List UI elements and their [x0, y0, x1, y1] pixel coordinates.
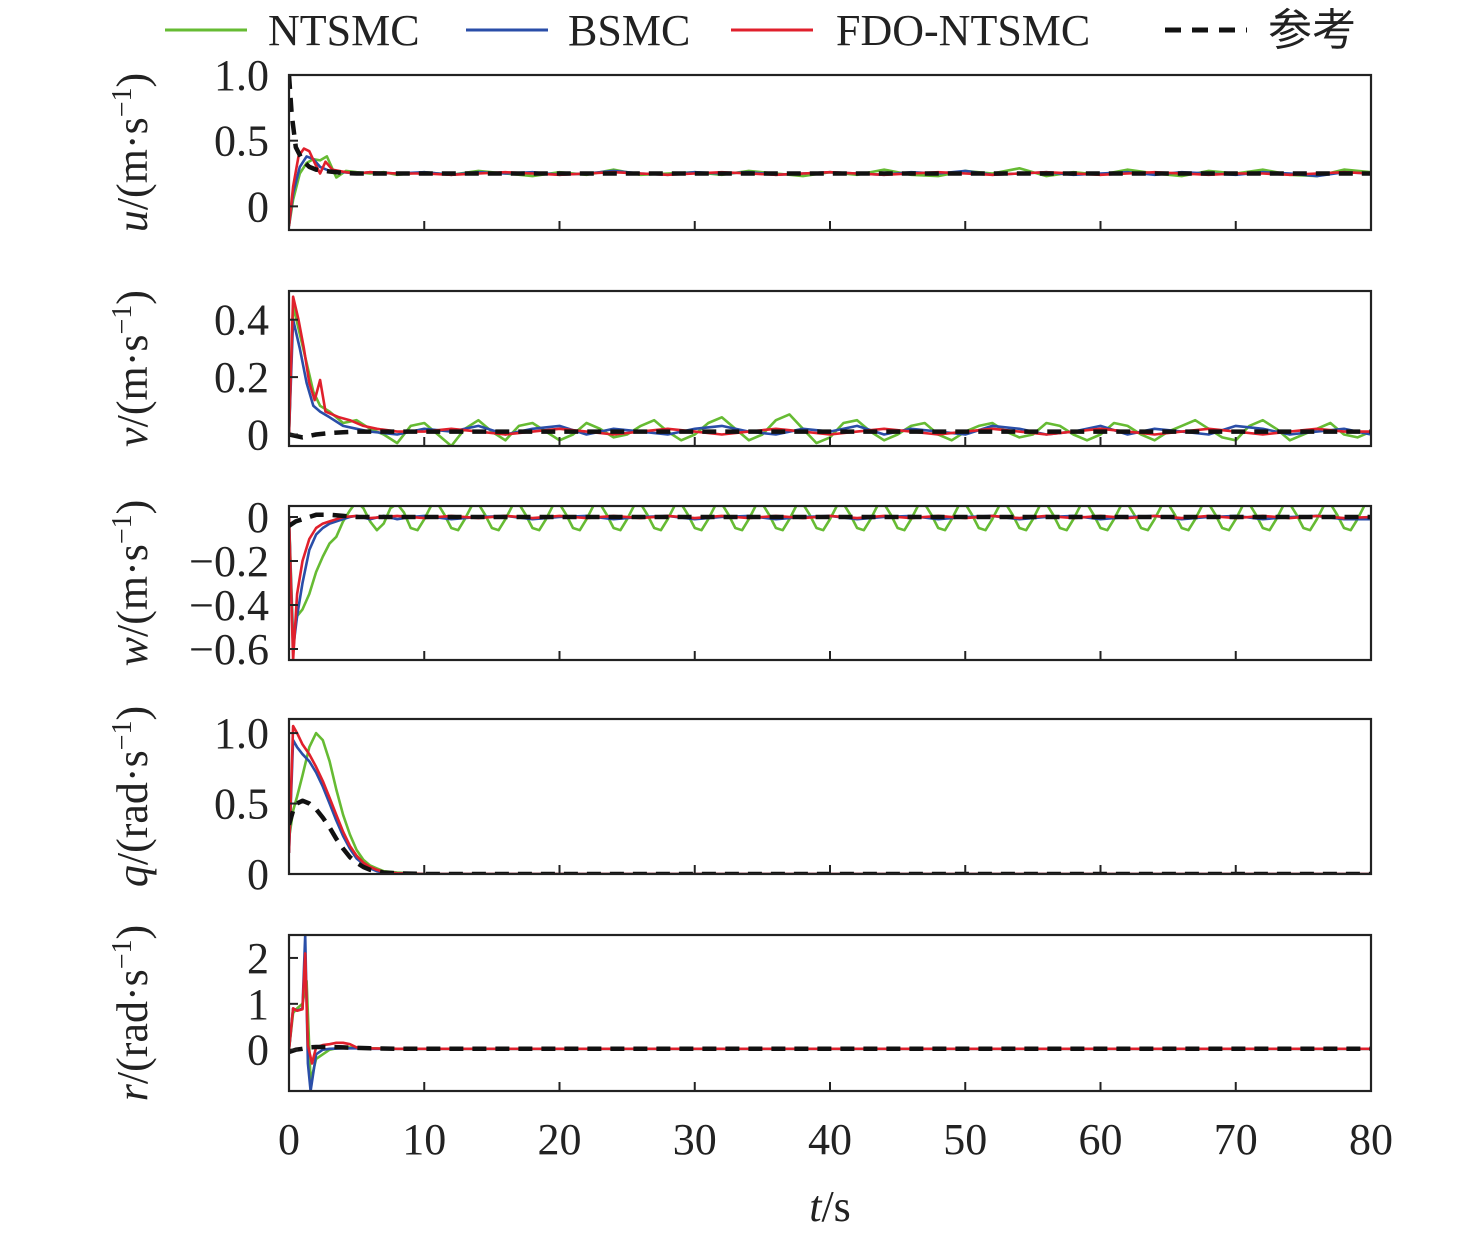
x-tick-label: 60 [1079, 1115, 1123, 1164]
subplot-w: 0−0.2−0.4−0.6 w/(m·s−1) [107, 493, 1373, 674]
y-tick-label-w: −0.4 [189, 581, 269, 630]
y-axis-sup-q: −1 [107, 721, 138, 751]
y-tick-label-v: 0.4 [214, 296, 269, 345]
series-line-v-fdo-ntsmc [289, 295, 1371, 436]
y-tick-label-w: −0.2 [189, 537, 269, 586]
series-line-w-ntsmc [289, 506, 1369, 640]
y-axis-label-u: u/(m·s−1) [107, 73, 157, 232]
x-tick-label: 80 [1349, 1115, 1393, 1164]
y-axis-close-w: ) [108, 500, 157, 515]
y-tick-label-v: 0.2 [214, 353, 269, 402]
x-axis-var: t [809, 1182, 823, 1231]
y-axis-close-v: ) [108, 290, 157, 305]
y-axis-unit-u: /(m·s [108, 117, 157, 210]
x-tick-label: 30 [673, 1115, 717, 1164]
y-axis-close-u: ) [108, 73, 157, 88]
series-group-v [289, 295, 1371, 446]
series-group-w [289, 506, 1371, 660]
series-line-v-reference [289, 429, 1371, 440]
subplot-v: 0.4 0.2 0 v/(m·s−1) [107, 289, 1373, 460]
series-line-u-fdo-ntsmc [289, 147, 1371, 227]
legend-label-reference: 参考 [1268, 6, 1356, 55]
series-line-q-ntsmc [289, 731, 1371, 874]
legend-item-ntsmc: NTSMC [165, 6, 420, 55]
y-axis-sup-v: −1 [107, 305, 138, 335]
y-axis-close-r: ) [108, 925, 157, 940]
x-axis-label: t/s [809, 1182, 851, 1231]
legend-item-fdo-ntsmc: FDO-NTSMC [731, 6, 1090, 55]
y-axis-sup-u: −1 [107, 87, 138, 117]
x-axis-unit: /s [821, 1182, 850, 1231]
plot-frame-q [287, 717, 1373, 876]
y-axis-close-q: ) [108, 706, 157, 721]
series-line-u-bsmc [289, 155, 1371, 227]
y-tick-label-u: 0.5 [214, 117, 269, 166]
series-group-q [289, 724, 1371, 874]
y-tick-label-r: 2 [247, 934, 269, 983]
x-tick-label: 10 [402, 1115, 446, 1164]
x-axis: 0 10 20 30 40 50 60 70 80 t/s [278, 1115, 1393, 1231]
y-axis-var-q: q [108, 865, 157, 887]
y-axis-var-r: r [108, 1083, 157, 1101]
x-tick-label: 70 [1214, 1115, 1258, 1164]
subplot-q: 1.0 0.5 0 q/(rad·s−1) [107, 706, 1373, 899]
y-tick-label-u: 0 [247, 182, 269, 231]
y-axis-label-r: r/(rad·s−1) [107, 925, 157, 1101]
series-line-q-reference [289, 798, 1371, 874]
y-tick-label-q: 0 [247, 850, 269, 899]
series-line-w-reference [289, 512, 1371, 528]
y-axis-label-v: v/(m·s−1) [107, 290, 157, 447]
y-tick-label-u: 1.0 [214, 51, 269, 100]
legend-label-fdo-ntsmc: FDO-NTSMC [836, 6, 1090, 55]
plot-frame-r [287, 933, 1373, 1093]
y-axis-var-w: w [108, 636, 157, 666]
y-tick-label-v: 0 [247, 411, 269, 460]
y-tick-label-q: 1.0 [214, 709, 269, 758]
series-line-r-reference [289, 1044, 1371, 1055]
series-line-r-ntsmc [289, 979, 1371, 1084]
y-axis-unit-r: /(rad·s [108, 969, 157, 1084]
legend-item-reference: 参考 [1165, 6, 1356, 55]
y-tick-label-r: 1 [247, 980, 269, 1029]
series-group-r [289, 935, 1371, 1091]
y-tick-label-w: −0.6 [189, 625, 269, 674]
y-axis-sup-r: −1 [107, 939, 138, 969]
y-tick-label-w: 0 [247, 493, 269, 542]
y-axis-unit-v: /(m·s [108, 335, 157, 428]
legend-label-ntsmc: NTSMC [268, 6, 420, 55]
y-axis-label-q: q/(rad·s−1) [107, 706, 157, 887]
series-line-v-bsmc [289, 318, 1371, 436]
plot-frame-v [287, 289, 1373, 448]
plot-frame-u [287, 73, 1373, 232]
y-axis-unit-w: /(m·s [108, 544, 157, 637]
x-tick-label: 20 [538, 1115, 582, 1164]
legend: NTSMC BSMC FDO-NTSMC 参考 [165, 6, 1356, 55]
series-line-v-ntsmc [289, 304, 1371, 446]
x-tick-label: 40 [808, 1115, 852, 1164]
series-group-u [289, 75, 1371, 227]
series-line-w-bsmc [289, 514, 1371, 651]
y-tick-label-r: 0 [247, 1026, 269, 1075]
series-line-u-ntsmc [289, 155, 1371, 227]
series-line-r-bsmc [289, 935, 1371, 1091]
y-axis-label-w: w/(m·s−1) [107, 500, 157, 667]
x-tick-label: 0 [278, 1115, 300, 1164]
legend-label-bsmc: BSMC [568, 6, 690, 55]
series-line-u-reference [289, 75, 1371, 176]
y-axis-unit-q: /(rad·s [108, 750, 157, 865]
y-axis-sup-w: −1 [107, 514, 138, 544]
y-tick-label-q: 0.5 [214, 780, 269, 829]
series-line-w-fdo-ntsmc [289, 514, 1371, 660]
series-line-q-fdo-ntsmc [289, 724, 1371, 874]
subplot-r: 210 r/(rad·s−1) [107, 925, 1373, 1101]
subplot-stack: 1.00.50u/(m·s−1)0.40.20v/(m·s−1)0−0.2−0.… [107, 51, 1373, 1101]
y-axis-var-u: u [108, 210, 157, 232]
subplot-u: 1.0 0.5 0 u/(m·s−1) [107, 51, 1373, 232]
series-line-q-bsmc [289, 738, 1371, 874]
x-tick-label: 50 [943, 1115, 987, 1164]
y-axis-var-v: v [108, 427, 157, 447]
legend-item-bsmc: BSMC [466, 6, 690, 55]
